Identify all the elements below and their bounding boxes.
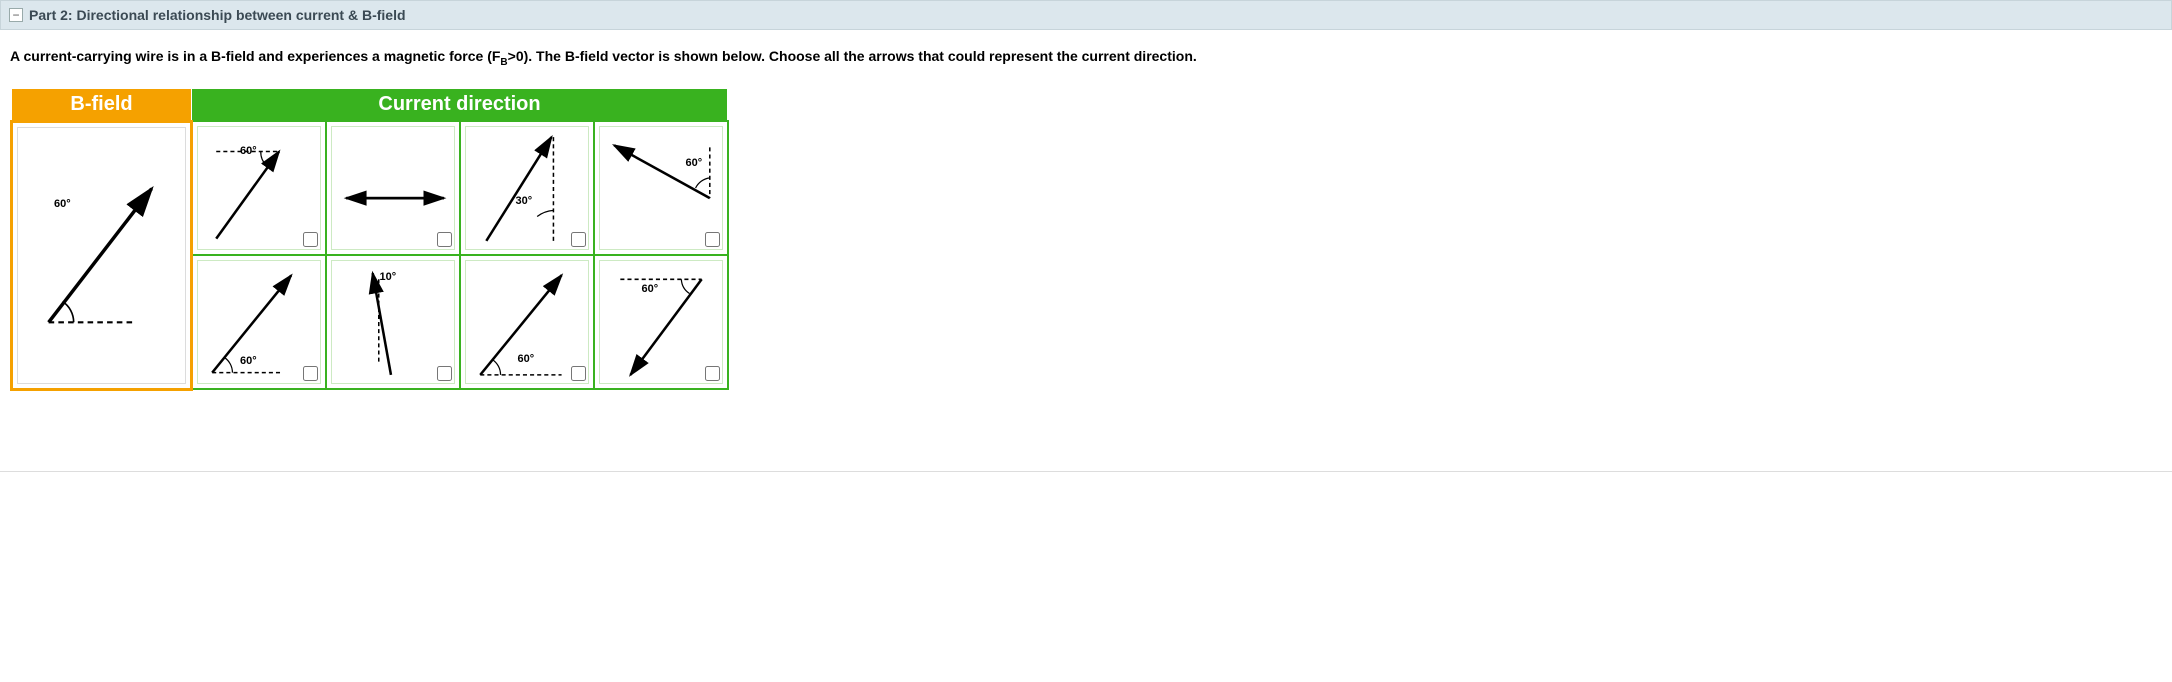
angle-label: 60° — [518, 353, 535, 365]
option-cell-4: 60° — [594, 121, 728, 255]
angle-label: 30° — [516, 195, 533, 207]
section-title: Part 2: Directional relationship between… — [29, 7, 406, 23]
column-header-current: Current direction — [192, 88, 728, 121]
bfield-diagram: 60° — [17, 127, 186, 384]
angle-label: 60° — [54, 198, 71, 210]
angle-label: 60° — [686, 157, 703, 169]
option-cell-7: 60° — [460, 255, 594, 389]
answer-grid: B-field Current direction 60° — [0, 88, 2172, 411]
option-checkbox-8[interactable] — [705, 366, 720, 381]
prompt-text-post: >0). The B-field vector is shown below. … — [508, 48, 1197, 64]
option-cell-2 — [326, 121, 460, 255]
option-checkbox-5[interactable] — [303, 366, 318, 381]
prompt-text-pre: A current-carrying wire is in a B-field … — [10, 48, 500, 64]
section-header: − Part 2: Directional relationship betwe… — [0, 0, 2172, 30]
option-cell-5: 60° — [192, 255, 326, 389]
option-checkbox-1[interactable] — [303, 232, 318, 247]
option-cell-3: 30° — [460, 121, 594, 255]
angle-label: 10° — [380, 271, 397, 283]
option-cell-8: 60° — [594, 255, 728, 389]
prompt-subscript: B — [500, 57, 507, 68]
collapse-icon[interactable]: − — [9, 8, 23, 22]
option-checkbox-3[interactable] — [571, 232, 586, 247]
question-prompt: A current-carrying wire is in a B-field … — [0, 30, 2172, 88]
option-checkbox-7[interactable] — [571, 366, 586, 381]
option-cell-6: 10° — [326, 255, 460, 389]
footer-divider — [0, 471, 2172, 472]
bfield-cell: 60° — [12, 121, 192, 389]
option-checkbox-2[interactable] — [437, 232, 452, 247]
angle-label: 60° — [240, 355, 257, 367]
option-cell-1: 60° — [192, 121, 326, 255]
angle-label: 60° — [642, 283, 659, 295]
option-checkbox-6[interactable] — [437, 366, 452, 381]
column-header-bfield: B-field — [12, 88, 192, 121]
option-checkbox-4[interactable] — [705, 232, 720, 247]
angle-label: 60° — [240, 145, 257, 157]
